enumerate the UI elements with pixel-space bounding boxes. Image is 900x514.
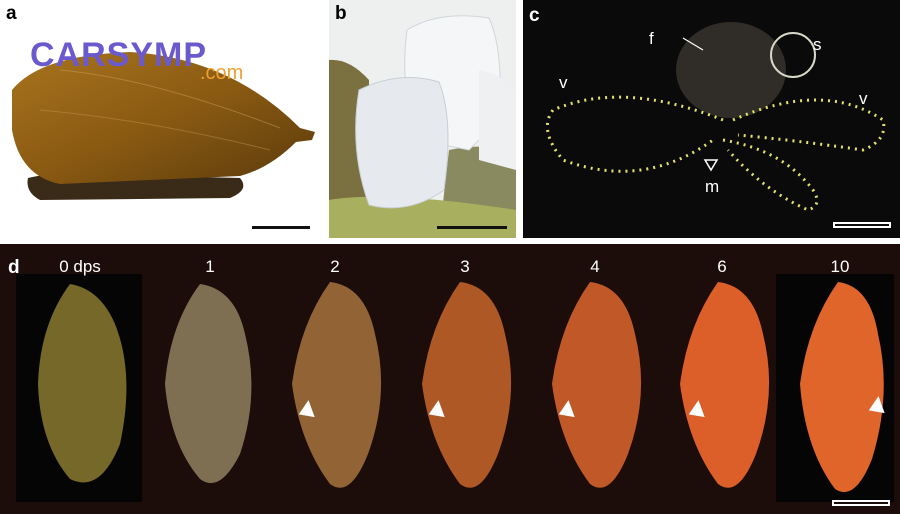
annotation-s: s bbox=[813, 35, 822, 54]
shell-stage-10 bbox=[776, 274, 894, 502]
shell-stage-0 bbox=[16, 274, 142, 502]
scale-bar-c bbox=[833, 222, 891, 228]
stage-label-2: 2 bbox=[330, 257, 340, 276]
stage-label-0: 0 dps bbox=[59, 257, 101, 276]
shell-stage-1 bbox=[165, 284, 252, 484]
shell-stage-6 bbox=[680, 282, 770, 488]
cone-shell-image bbox=[12, 52, 315, 200]
stage-label-10: 10 bbox=[830, 257, 850, 276]
watermark-suffix: .com bbox=[200, 62, 244, 84]
stage-label-3: 3 bbox=[460, 257, 470, 276]
stage-label-6: 6 bbox=[717, 257, 727, 276]
annotation-f: f bbox=[649, 29, 654, 48]
shell-stage-3 bbox=[422, 282, 512, 488]
panel-b: b bbox=[329, 0, 516, 238]
shell-development-series bbox=[16, 274, 894, 502]
panel-c-label: c bbox=[529, 5, 540, 26]
shell-stage-2 bbox=[292, 282, 382, 488]
scale-bar-d bbox=[832, 500, 890, 506]
panel-a: a CARSYMP .com bbox=[0, 0, 322, 238]
scale-bar-a bbox=[252, 226, 310, 229]
annotation-v-right: v bbox=[859, 89, 868, 108]
annotation-v-left: v bbox=[559, 73, 568, 92]
scale-bar-b bbox=[437, 226, 507, 229]
panel-d: d 0 dps 1 2 3 4 6 10 bbox=[0, 244, 900, 514]
panel-c: c f s v v m bbox=[523, 0, 900, 238]
annotation-m: m bbox=[705, 177, 720, 196]
watermark: CARSYMP .com bbox=[30, 36, 243, 84]
stage-label-4: 4 bbox=[590, 257, 600, 276]
stage-label-1: 1 bbox=[205, 257, 215, 276]
panel-a-label: a bbox=[6, 3, 17, 24]
shell-stage-4 bbox=[552, 282, 642, 488]
panel-b-label: b bbox=[335, 3, 347, 24]
watermark-brand: CARSYMP bbox=[30, 36, 208, 74]
panel-d-label: d bbox=[8, 257, 20, 278]
veliger-larva-image bbox=[545, 22, 886, 212]
egg-capsules-image bbox=[329, 0, 516, 238]
